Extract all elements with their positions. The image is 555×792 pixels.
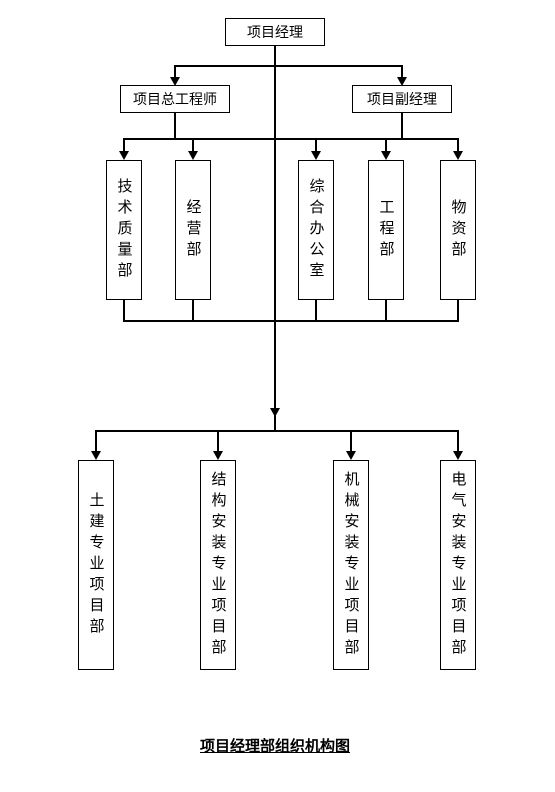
node-label: 结构安装专业项目部 [208,471,229,660]
arrow-icon [346,451,356,460]
node-materials: 物资部 [440,160,476,300]
node-operations: 经营部 [175,160,211,300]
node-deputy-manager: 项目副经理 [352,85,452,113]
node-general-office: 综合办公室 [298,160,334,300]
node-label: 项目经理 [247,22,303,42]
connector [350,430,352,452]
node-mechanical: 机械安装专业项目部 [333,460,369,670]
node-electrical: 电气安装专业项目部 [440,460,476,670]
node-label: 工程部 [376,199,397,262]
node-project-manager: 项目经理 [225,18,325,46]
node-engineering: 工程部 [368,160,404,300]
connector [457,138,459,152]
connector [192,300,194,320]
arrow-icon [188,151,198,160]
connector [274,46,276,416]
node-label: 电气安装专业项目部 [448,471,469,660]
arrow-icon [453,151,463,160]
node-label: 技术质量部 [114,178,135,283]
node-civil: 土建专业项目部 [78,460,114,670]
connector [457,300,459,320]
connector [96,430,459,432]
connector [401,113,403,138]
connector [175,65,403,67]
diagram-caption: 项目经理部组织机构图 [200,735,350,756]
arrow-icon [119,151,129,160]
connector [123,320,459,322]
connector [315,300,317,320]
node-label: 机械安装专业项目部 [341,471,362,660]
arrow-icon [91,451,101,460]
arrow-icon [213,451,223,460]
arrow-icon [397,77,407,86]
connector [95,430,97,452]
connector [315,138,317,152]
connector [174,113,176,138]
connector [192,138,194,152]
node-label: 土建专业项目部 [86,492,107,639]
connector [385,138,387,152]
connector [123,300,125,320]
connector [123,138,125,152]
node-label: 项目总工程师 [133,89,217,109]
node-tech-quality: 技术质量部 [106,160,142,300]
arrow-icon [453,451,463,460]
connector [217,430,219,452]
connector [274,416,276,432]
node-label: 综合办公室 [306,178,327,283]
connector [385,300,387,320]
connector [124,138,459,140]
node-label: 经营部 [183,199,204,262]
node-label: 项目副经理 [367,89,437,109]
node-chief-engineer: 项目总工程师 [120,85,230,113]
connector [457,430,459,452]
node-structure: 结构安装专业项目部 [200,460,236,670]
arrow-icon [311,151,321,160]
arrow-icon [170,77,180,86]
caption-text: 项目经理部组织机构图 [200,739,350,755]
arrow-icon [381,151,391,160]
node-label: 物资部 [448,199,469,262]
